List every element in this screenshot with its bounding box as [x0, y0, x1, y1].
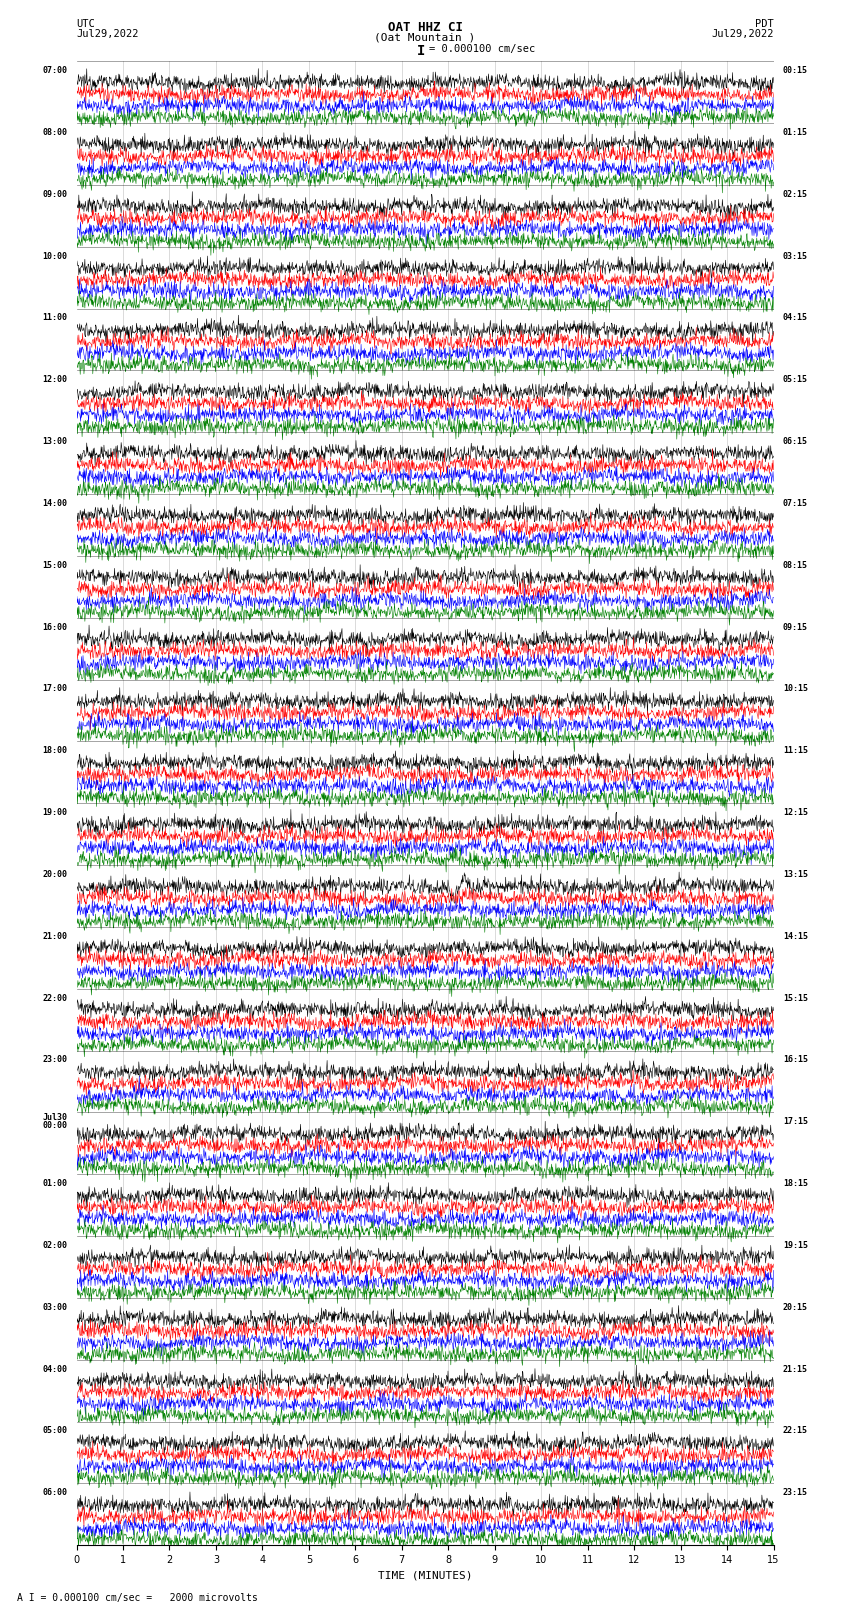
Text: A I = 0.000100 cm/sec =   2000 microvolts: A I = 0.000100 cm/sec = 2000 microvolts — [17, 1594, 258, 1603]
Text: Jul29,2022: Jul29,2022 — [711, 29, 774, 39]
Text: 10:15: 10:15 — [783, 684, 808, 694]
Text: 08:15: 08:15 — [783, 561, 808, 569]
Text: 01:00: 01:00 — [42, 1179, 67, 1189]
Text: 23:15: 23:15 — [783, 1489, 808, 1497]
Text: 12:00: 12:00 — [42, 376, 67, 384]
Text: 15:15: 15:15 — [783, 994, 808, 1003]
Text: 16:15: 16:15 — [783, 1055, 808, 1065]
Text: 17:00: 17:00 — [42, 684, 67, 694]
Text: 02:15: 02:15 — [783, 190, 808, 198]
Text: 20:15: 20:15 — [783, 1303, 808, 1311]
Text: 21:15: 21:15 — [783, 1365, 808, 1374]
Text: 03:15: 03:15 — [783, 252, 808, 261]
Text: 07:15: 07:15 — [783, 498, 808, 508]
Text: 20:00: 20:00 — [42, 869, 67, 879]
Text: 04:15: 04:15 — [783, 313, 808, 323]
Text: Jul29,2022: Jul29,2022 — [76, 29, 139, 39]
Text: 04:00: 04:00 — [42, 1365, 67, 1374]
Text: 06:00: 06:00 — [42, 1489, 67, 1497]
Text: OAT HHZ CI: OAT HHZ CI — [388, 21, 462, 34]
Text: UTC: UTC — [76, 19, 95, 29]
Text: 06:15: 06:15 — [783, 437, 808, 447]
Text: 17:15: 17:15 — [783, 1118, 808, 1126]
Text: 19:15: 19:15 — [783, 1240, 808, 1250]
Text: PDT: PDT — [755, 19, 774, 29]
Text: I: I — [416, 44, 425, 58]
Text: 10:00: 10:00 — [42, 252, 67, 261]
Text: 07:00: 07:00 — [42, 66, 67, 76]
Text: 09:15: 09:15 — [783, 623, 808, 632]
Text: 11:15: 11:15 — [783, 747, 808, 755]
Text: 03:00: 03:00 — [42, 1303, 67, 1311]
Text: 11:00: 11:00 — [42, 313, 67, 323]
X-axis label: TIME (MINUTES): TIME (MINUTES) — [377, 1571, 473, 1581]
Text: 16:00: 16:00 — [42, 623, 67, 632]
Text: 09:00: 09:00 — [42, 190, 67, 198]
Text: 13:00: 13:00 — [42, 437, 67, 447]
Text: 21:00: 21:00 — [42, 932, 67, 940]
Text: 02:00: 02:00 — [42, 1240, 67, 1250]
Text: 23:00: 23:00 — [42, 1055, 67, 1065]
Text: 14:00: 14:00 — [42, 498, 67, 508]
Text: 18:15: 18:15 — [783, 1179, 808, 1189]
Text: 15:00: 15:00 — [42, 561, 67, 569]
Text: (Oat Mountain ): (Oat Mountain ) — [374, 32, 476, 42]
Text: = 0.000100 cm/sec: = 0.000100 cm/sec — [429, 44, 536, 53]
Text: 00:15: 00:15 — [783, 66, 808, 76]
Text: 01:15: 01:15 — [783, 127, 808, 137]
Text: 05:15: 05:15 — [783, 376, 808, 384]
Text: Jul30
00:00: Jul30 00:00 — [42, 1113, 67, 1131]
Text: 05:00: 05:00 — [42, 1426, 67, 1436]
Text: 13:15: 13:15 — [783, 869, 808, 879]
Text: 19:00: 19:00 — [42, 808, 67, 818]
Text: 14:15: 14:15 — [783, 932, 808, 940]
Text: 08:00: 08:00 — [42, 127, 67, 137]
Text: 22:15: 22:15 — [783, 1426, 808, 1436]
Text: 12:15: 12:15 — [783, 808, 808, 818]
Text: 18:00: 18:00 — [42, 747, 67, 755]
Text: 22:00: 22:00 — [42, 994, 67, 1003]
